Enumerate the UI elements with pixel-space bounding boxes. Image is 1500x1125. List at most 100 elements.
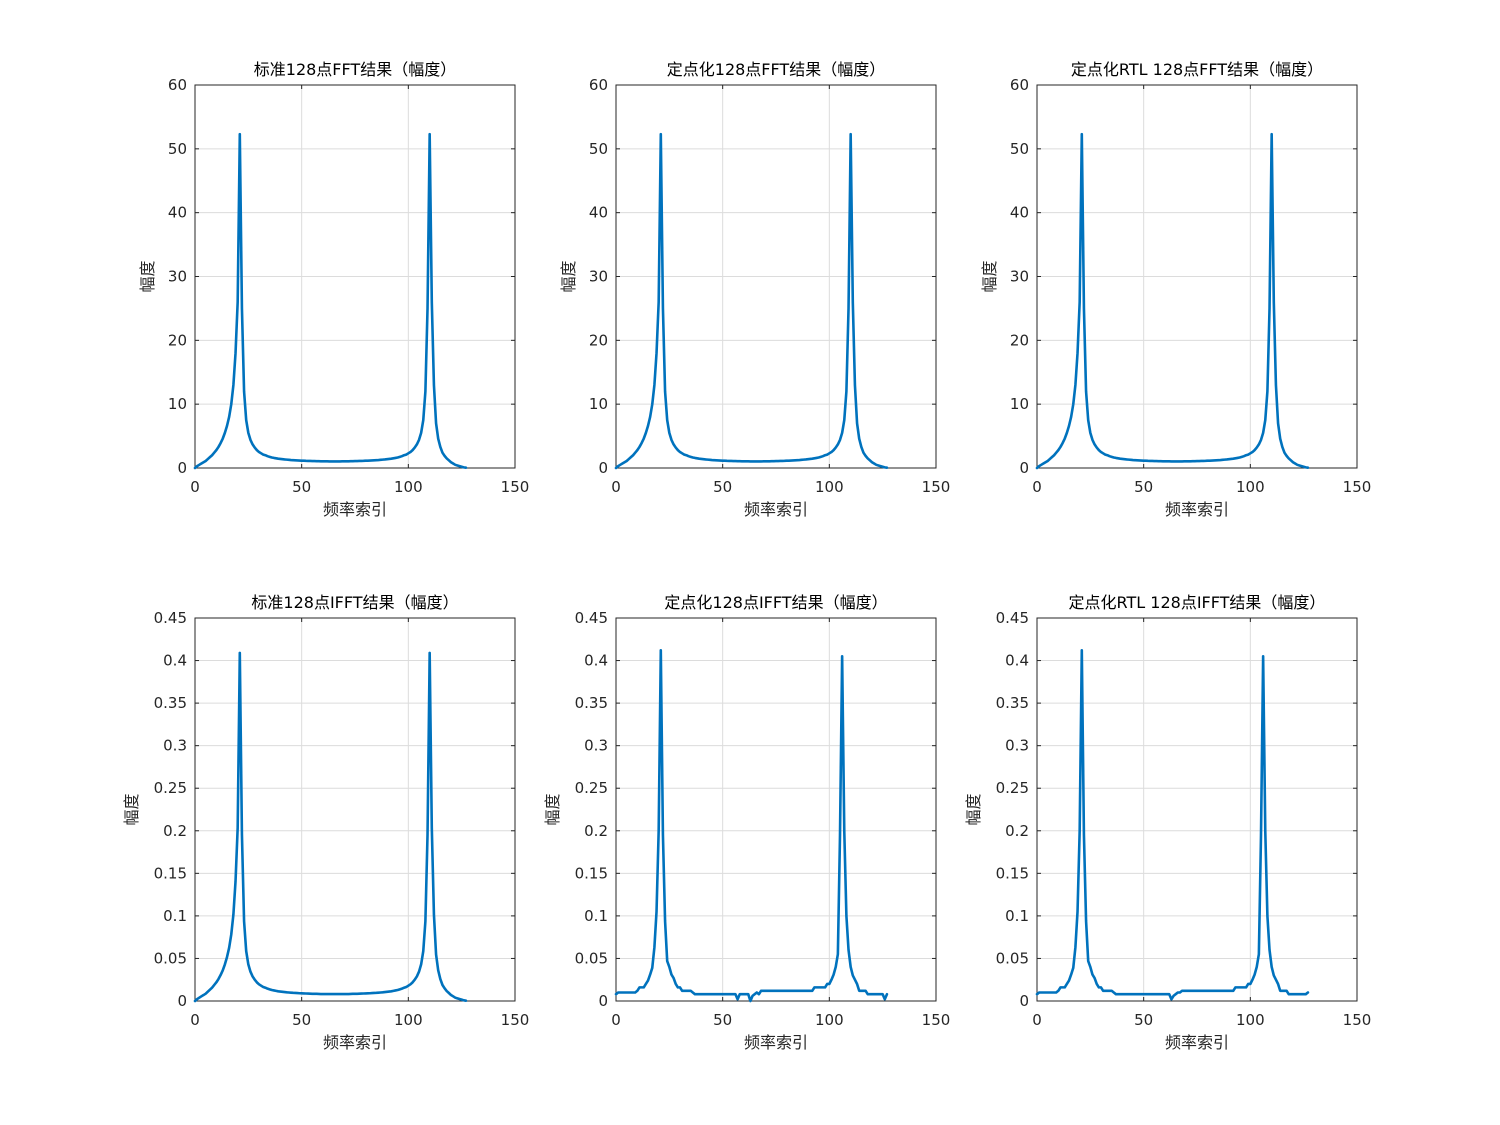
y-tick-label: 0.15 <box>996 864 1029 882</box>
x-tick-label: 100 <box>394 1011 423 1029</box>
y-tick-label: 0.3 <box>584 737 608 755</box>
axes-box <box>1036 617 1358 1002</box>
y-axis-label: 幅度 <box>964 793 983 825</box>
y-axis-label: 幅度 <box>122 793 141 825</box>
y-tick-label: 10 <box>589 395 608 413</box>
x-tick-label: 100 <box>1236 478 1265 496</box>
x-axis-label: 频率索引 <box>323 500 387 519</box>
y-tick-label: 60 <box>1010 76 1029 94</box>
x-tick-label: 150 <box>501 1011 530 1029</box>
x-axis-label: 频率索引 <box>323 1033 387 1052</box>
y-tick-label: 20 <box>589 331 608 349</box>
y-tick-label: 0 <box>1019 992 1029 1010</box>
subplot-5: 0 50 100 150 0 0.05 0.1 0.15 0.2 0.25 0.3 0.35 0.4 0.… <box>543 593 950 1052</box>
y-tick-label: 50 <box>589 140 608 158</box>
y-tick-label: 0.4 <box>163 652 187 670</box>
axes-box <box>194 617 516 1002</box>
y-tick-label: 0.4 <box>1005 652 1029 670</box>
subplot-3: 0 50 100 150 0 10 20 30 40 50 60 定点化RTL 128点FFT结果（幅… <box>980 60 1371 519</box>
subplot-1: 0 50 100 150 0 10 20 30 40 50 60 标准128点FFT结果（幅度） 频率索… <box>138 60 529 519</box>
y-tick-label: 0.35 <box>996 694 1029 712</box>
x-tick-label: 150 <box>501 478 530 496</box>
x-axis-label: 频率索引 <box>744 1033 808 1052</box>
y-tick-label: 60 <box>589 76 608 94</box>
y-tick-label: 10 <box>1010 395 1029 413</box>
y-tick-label: 0.45 <box>996 609 1029 627</box>
y-tick-label: 30 <box>1010 268 1029 286</box>
y-axis-label: 幅度 <box>543 793 562 825</box>
y-tick-label: 20 <box>168 331 187 349</box>
y-tick-label: 60 <box>168 76 187 94</box>
y-tick-label: 0.15 <box>575 864 608 882</box>
y-tick-label: 0.2 <box>1005 822 1029 840</box>
x-tick-label: 0 <box>1032 478 1042 496</box>
x-axis-label: 频率索引 <box>744 500 808 519</box>
y-tick-label: 0.1 <box>163 907 187 925</box>
y-tick-label: 0.25 <box>154 779 187 797</box>
x-tick-label: 100 <box>1236 1011 1265 1029</box>
y-tick-label: 30 <box>168 268 187 286</box>
y-tick-label: 0.05 <box>996 949 1029 967</box>
x-tick-label: 150 <box>1343 478 1372 496</box>
chart-title: 定点化128点IFFT结果（幅度） <box>664 593 887 612</box>
series-line <box>614 649 889 1003</box>
y-tick-label: 50 <box>1010 140 1029 158</box>
series-line <box>193 651 468 1003</box>
y-tick-label: 0.15 <box>154 864 187 882</box>
y-tick-label: 40 <box>1010 204 1029 222</box>
plot-area <box>1036 617 1358 1002</box>
subplot-2: 0 50 100 150 0 10 20 30 40 50 60 定点化128点FFT结果（幅度） 频率… <box>559 60 950 519</box>
y-tick-label: 40 <box>168 204 187 222</box>
y-tick-label: 0.1 <box>1005 907 1029 925</box>
x-tick-label: 150 <box>1343 1011 1372 1029</box>
chart-title: 定点化128点FFT结果（幅度） <box>667 60 885 79</box>
x-tick-label: 50 <box>1134 1011 1153 1029</box>
x-tick-label: 150 <box>922 478 951 496</box>
axes-box <box>615 617 937 1002</box>
x-tick-label: 100 <box>815 1011 844 1029</box>
y-axis-label: 幅度 <box>980 260 999 292</box>
y-tick-label: 0.25 <box>575 779 608 797</box>
x-tick-label: 100 <box>815 478 844 496</box>
y-tick-label: 0 <box>598 459 608 477</box>
x-tick-label: 100 <box>394 478 423 496</box>
series-line <box>193 132 468 470</box>
y-tick-label: 0.1 <box>584 907 608 925</box>
x-tick-label: 50 <box>713 478 732 496</box>
y-tick-label: 0.05 <box>154 949 187 967</box>
chart-title: 定点化RTL 128点IFFT结果（幅度） <box>1069 593 1326 612</box>
y-tick-label: 50 <box>168 140 187 158</box>
series-line <box>1035 649 1310 1001</box>
x-tick-label: 50 <box>1134 478 1153 496</box>
y-tick-label: 0.45 <box>575 609 608 627</box>
y-tick-label: 0.35 <box>575 694 608 712</box>
y-tick-label: 0 <box>177 992 187 1010</box>
y-tick-label: 0.4 <box>584 652 608 670</box>
y-tick-label: 0.45 <box>154 609 187 627</box>
x-tick-label: 150 <box>922 1011 951 1029</box>
plot-area <box>194 617 516 1002</box>
y-tick-label: 10 <box>168 395 187 413</box>
x-tick-label: 50 <box>292 1011 311 1029</box>
x-tick-label: 0 <box>190 478 200 496</box>
y-tick-label: 0.2 <box>163 822 187 840</box>
y-tick-label: 0.2 <box>584 822 608 840</box>
x-axis-label: 频率索引 <box>1165 1033 1229 1052</box>
y-tick-label: 0.25 <box>996 779 1029 797</box>
chart-title: 定点化RTL 128点FFT结果（幅度） <box>1071 60 1323 79</box>
y-tick-label: 0.35 <box>154 694 187 712</box>
y-tick-label: 0.3 <box>163 737 187 755</box>
y-tick-label: 0 <box>1019 459 1029 477</box>
y-axis-label: 幅度 <box>559 260 578 292</box>
y-axis-label: 幅度 <box>138 260 157 292</box>
subplot-4: 0 50 100 150 0 0.05 0.1 0.15 0.2 0.25 0.3 0.35 0.4 0.… <box>122 593 529 1052</box>
y-tick-label: 20 <box>1010 331 1029 349</box>
x-axis-label: 频率索引 <box>1165 500 1229 519</box>
x-tick-label: 0 <box>190 1011 200 1029</box>
y-tick-label: 30 <box>589 268 608 286</box>
y-tick-label: 0 <box>598 992 608 1010</box>
y-tick-label: 0 <box>177 459 187 477</box>
x-tick-label: 0 <box>611 1011 621 1029</box>
plot-area <box>615 617 937 1002</box>
